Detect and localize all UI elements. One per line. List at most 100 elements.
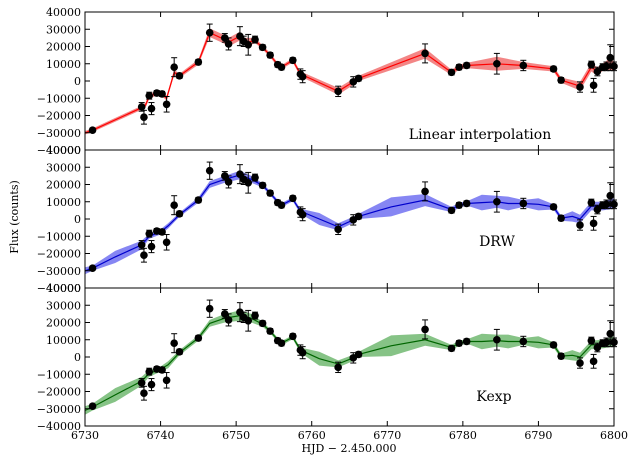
data-point (221, 310, 229, 318)
data-point (606, 191, 615, 200)
y-tick-label: −30000 (37, 127, 81, 140)
data-point (589, 81, 598, 90)
data-point (576, 359, 584, 367)
data-point (557, 352, 565, 360)
data-point (162, 238, 171, 247)
x-tick-label: 6730 (71, 429, 99, 442)
y-tick-label: −20000 (37, 110, 81, 123)
data-point (557, 76, 565, 84)
x-tick-label: 6800 (600, 429, 628, 442)
panel-label: Kexp (476, 389, 511, 405)
y-tick-label: −30000 (37, 265, 81, 278)
y-tick-label: −30000 (37, 403, 81, 416)
data-point (587, 60, 596, 69)
panel-1: −40000 −30000 −20000 −10000 0 10000 20000 30000… (37, 144, 618, 295)
data-point (170, 339, 178, 348)
data-point (162, 100, 171, 109)
data-point (298, 348, 307, 357)
model-line (84, 174, 615, 272)
data-point (593, 343, 602, 352)
data-point (251, 173, 259, 182)
data-point (88, 402, 97, 410)
data-point (602, 338, 611, 347)
data-point (137, 379, 146, 387)
data-point (462, 61, 471, 70)
data-point (519, 61, 528, 70)
y-tick-label: 10000 (46, 334, 81, 347)
data-point (587, 336, 596, 345)
data-point (455, 63, 463, 71)
data-point (493, 335, 501, 344)
data-point (140, 389, 148, 398)
x-tick-label: 6780 (449, 429, 477, 442)
panel-2: −40000 −30000 −20000 −10000 0 10000 20000 30000… (37, 282, 628, 442)
data-point (244, 316, 253, 325)
data-point (170, 201, 178, 209)
data-point (493, 59, 501, 68)
x-tick-label: 6770 (373, 429, 401, 442)
data-point (421, 187, 429, 196)
y-tick-label: −40000 (37, 144, 81, 157)
y-tick-label: 40000 (46, 6, 81, 19)
data-point (576, 83, 584, 91)
data-point (602, 200, 611, 209)
y-tick-label: 0 (74, 351, 81, 364)
data-point (455, 339, 463, 348)
data-point (334, 225, 342, 234)
data-point (354, 74, 363, 83)
data-point (175, 348, 184, 356)
y-tick-label: 30000 (46, 299, 81, 312)
data-point (88, 126, 97, 134)
data-point (266, 51, 274, 59)
data-point (221, 172, 229, 180)
y-tick-label: −20000 (37, 386, 81, 399)
y-tick-label: 10000 (46, 196, 81, 209)
data-point (194, 334, 203, 342)
data-point (147, 242, 156, 251)
y-tick-label: 40000 (46, 282, 81, 295)
data-point (145, 367, 154, 376)
data-point (266, 327, 274, 335)
data-point (587, 198, 596, 207)
data-point (147, 104, 156, 113)
data-point (589, 357, 598, 366)
data-point (158, 366, 166, 374)
x-tick-label: 6750 (222, 429, 250, 442)
data-point (175, 210, 184, 218)
data-point (88, 264, 97, 272)
data-point (277, 339, 286, 348)
panel-label: DRW (479, 234, 515, 250)
data-point (137, 241, 146, 249)
data-point (549, 65, 558, 73)
data-point (158, 90, 166, 98)
data-point (289, 194, 297, 203)
data-point (493, 197, 501, 206)
data-point (221, 34, 229, 42)
data-point (147, 380, 156, 389)
data-point (194, 196, 203, 204)
data-point (137, 103, 146, 111)
data-point (455, 201, 463, 209)
data-point (589, 219, 598, 228)
data-point (194, 58, 203, 66)
data-point (224, 178, 233, 186)
panels: −40000 −30000 −20000 −10000 0 10000 20000 30000… (37, 6, 628, 442)
data-point (224, 40, 233, 48)
data-point (334, 363, 342, 372)
y-tick-label: 40000 (46, 144, 81, 157)
data-point (606, 53, 615, 62)
data-point (258, 181, 267, 190)
y-tick-label: 30000 (46, 23, 81, 36)
data-point (421, 325, 429, 334)
data-point (244, 40, 253, 49)
data-point (170, 63, 178, 71)
data-point (447, 344, 456, 353)
data-point (334, 87, 342, 96)
data-point (244, 178, 253, 187)
data-point (277, 201, 286, 209)
data-point (289, 332, 297, 341)
data-point (576, 221, 584, 229)
data-point (140, 251, 148, 260)
panel-0: −40000 −30000 −20000 −10000 0 10000 20000 30000… (37, 6, 618, 157)
